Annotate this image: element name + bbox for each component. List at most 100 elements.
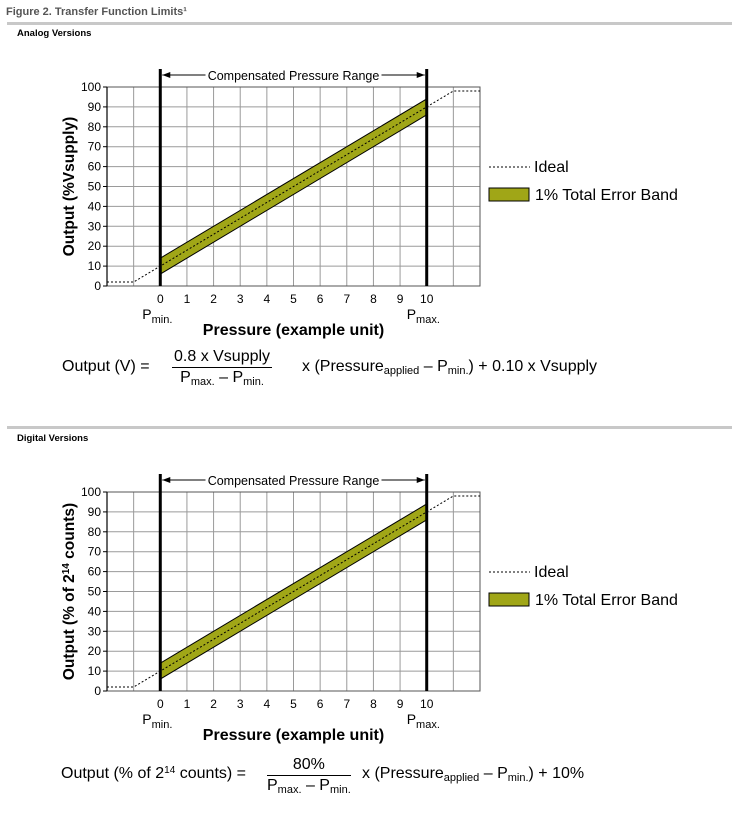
- x-tick-label: 10: [420, 292, 434, 306]
- x-tick-label: 4: [264, 697, 271, 711]
- y-tick-label: 80: [88, 120, 102, 134]
- range-label-bg: [205, 472, 382, 487]
- y-axis-title-main: Output (% of 2: [61, 574, 78, 680]
- den-minus: – P: [214, 369, 244, 386]
- den-p: P: [180, 369, 191, 386]
- legend-ideal-label: Ideal: [534, 564, 569, 581]
- pmax-label: Pmax.: [407, 711, 440, 731]
- analog-chart: 0 10 20 30 40 50 60 70 80 90 100 0 1 2 3 4 5 6 7 8 9 10 Compen…: [61, 67, 678, 339]
- y-axis-title-tail: counts): [61, 503, 78, 563]
- range-arrow-left: [162, 72, 171, 78]
- digital-eq-rhs: x (Pressureapplied – Pmin.) + 10%: [362, 765, 584, 784]
- x-tick-label: 1: [184, 697, 191, 711]
- pmin-label: Pmin.: [142, 306, 172, 326]
- den-sub-max: max.: [190, 376, 215, 388]
- x-tick-label: 2: [210, 697, 217, 711]
- y-tick-label: 70: [88, 545, 102, 559]
- rhs-part: ) + 10%: [528, 765, 585, 782]
- y-tick-label: 50: [88, 180, 102, 194]
- digital-chart: 0 10 20 30 40 50 60 70 80 90 100 0 1 2 3 4 5 6 7 8 9 10 Compen…: [61, 472, 678, 744]
- y-tick-label: 30: [88, 624, 102, 638]
- y-tick-label: 100: [81, 485, 101, 499]
- pmax-label-main: P: [407, 306, 416, 322]
- range-arrow-right: [416, 477, 425, 483]
- rhs-part: x (Pressure: [302, 358, 384, 375]
- x-tick-label: 3: [237, 292, 244, 306]
- x-tick-label: 9: [397, 292, 404, 306]
- pmin-label-main: P: [142, 711, 151, 727]
- rhs-sub-min: min.: [447, 365, 469, 377]
- den-minus: – P: [301, 777, 330, 794]
- legend-band-label: 1% Total Error Band: [535, 592, 678, 609]
- x-tick-label: 0: [157, 697, 164, 711]
- x-tick-label: 1: [184, 292, 191, 306]
- x-tick-label: 8: [370, 292, 377, 306]
- y-tick-label: 40: [88, 199, 102, 213]
- range-arrow-left: [162, 477, 171, 483]
- rhs-part: – P: [479, 765, 508, 782]
- x-tick-label: 0: [157, 292, 164, 306]
- y-tick-label: 60: [88, 565, 102, 579]
- range-label: Compensated Pressure Range: [208, 474, 380, 488]
- analog-equation: Output (V) =: [62, 358, 150, 376]
- analog-eq-fraction: 0.8 x Vsupply Pmax. – Pmin.: [172, 348, 273, 388]
- rhs-sub-applied: applied: [383, 365, 420, 377]
- digital-eq-numerator: 80%: [267, 756, 351, 776]
- range-label: Compensated Pressure Range: [208, 69, 380, 83]
- den-sub-max: max.: [277, 784, 302, 796]
- rhs-part: ) + 0.10 x Vsupply: [468, 358, 598, 375]
- legend-band-swatch: [488, 592, 530, 607]
- pmin-label-main: P: [142, 306, 151, 322]
- pmax-label: Pmax.: [407, 306, 440, 326]
- pmin-label-sub: min.: [152, 719, 173, 731]
- y-tick-label: 90: [88, 505, 102, 519]
- ideal-line: [107, 90, 480, 283]
- y-tick-label: 50: [88, 585, 102, 599]
- y-tick-label: 20: [88, 239, 102, 253]
- y-tick-label: 40: [88, 604, 102, 618]
- rhs-sub-min: min.: [507, 772, 529, 784]
- y-tick-label: 10: [88, 664, 102, 678]
- digital-eq-fraction: 80% Pmax. – Pmin.: [267, 756, 351, 796]
- y-axis-title: Output (% of 214 counts): [61, 503, 78, 680]
- legend-band-swatch: [488, 187, 530, 202]
- x-axis-title: Pressure (example unit): [203, 727, 384, 744]
- pmax-label-sub: max.: [416, 719, 440, 731]
- x-tick-label: 9: [397, 697, 404, 711]
- y-tick-label: 20: [88, 644, 102, 658]
- x-tick-label: 4: [264, 292, 271, 306]
- y-tick-label: 70: [88, 140, 102, 154]
- rhs-part: x (Pressure: [362, 765, 444, 782]
- rhs-part: – P: [419, 358, 448, 375]
- pmax-label-sub: max.: [416, 314, 440, 326]
- y-tick-label: 0: [94, 279, 101, 293]
- y-axis-title-main: Output (%Vsupply): [61, 117, 78, 257]
- rhs-sub-applied: applied: [443, 772, 480, 784]
- y-tick-label: 60: [88, 160, 102, 174]
- y-tick-label: 30: [88, 219, 102, 233]
- x-tick-label: 7: [343, 292, 350, 306]
- figure-title: Figure 2. Transfer Function Limits¹: [6, 6, 187, 18]
- section-label-digital: Digital Versions: [17, 433, 89, 444]
- den-sub-min: min.: [329, 784, 351, 796]
- y-tick-label: 0: [94, 684, 101, 698]
- x-tick-label: 6: [317, 697, 324, 711]
- section-label-analog: Analog Versions: [17, 28, 92, 39]
- range-arrow-right: [416, 72, 425, 78]
- x-axis-title: Pressure (example unit): [203, 322, 384, 339]
- y-tick-label: 100: [81, 80, 101, 94]
- range-label-bg: [205, 67, 382, 82]
- section-divider: [7, 22, 732, 25]
- x-tick-label: 8: [370, 697, 377, 711]
- digital-eq-denominator: Pmax. – Pmin.: [267, 776, 351, 796]
- y-tick-label: 10: [88, 259, 102, 273]
- lhs-part: Output (% of 2: [61, 765, 165, 782]
- x-tick-label: 6: [317, 292, 324, 306]
- analog-eq-rhs: x (Pressureapplied – Pmin.) + 0.10 x Vsu…: [302, 358, 597, 377]
- y-axis-title: Output (%Vsupply): [61, 117, 78, 257]
- y-tick-label: 80: [88, 525, 102, 539]
- legend-band-label: 1% Total Error Band: [535, 187, 678, 204]
- y-tick-label: 90: [88, 100, 102, 114]
- x-tick-label: 7: [343, 697, 350, 711]
- lhs-sup: 14: [164, 765, 176, 776]
